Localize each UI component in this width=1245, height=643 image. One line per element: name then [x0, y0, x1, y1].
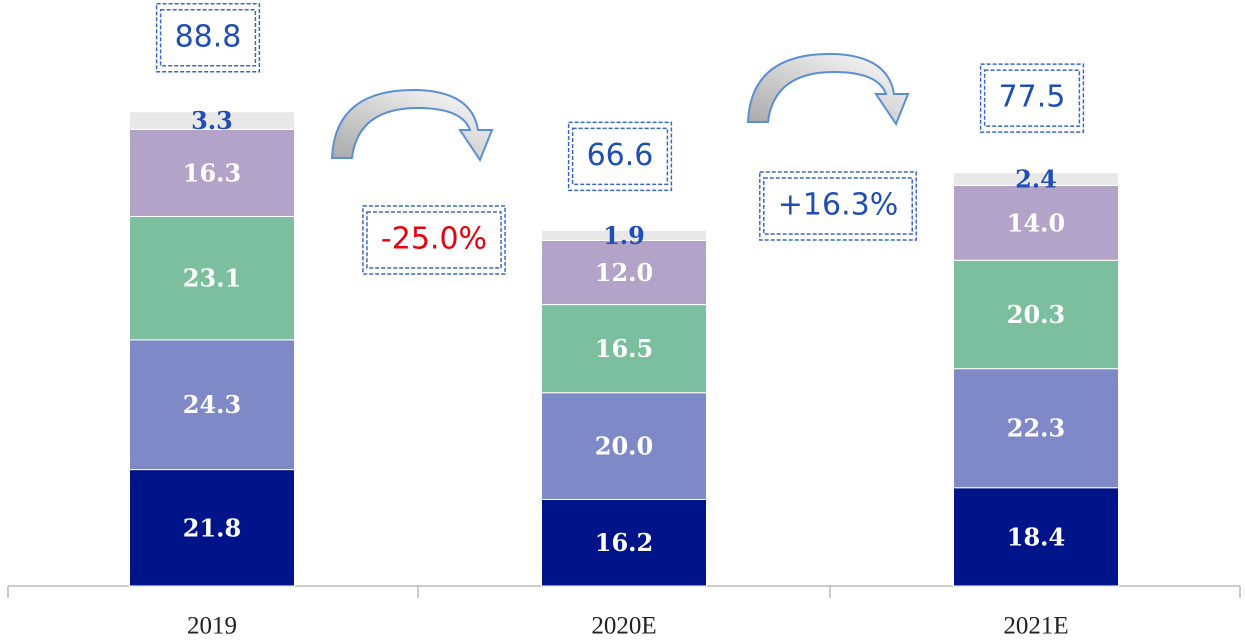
x-tick-label: 2019 — [187, 613, 237, 640]
change-arrow — [330, 88, 494, 163]
bar-segment — [541, 304, 707, 394]
bar-segment — [953, 487, 1119, 587]
annotation-box — [979, 63, 1085, 133]
bar-segment — [953, 185, 1119, 261]
data-label: 2.4 — [1015, 165, 1057, 194]
bar-segment — [953, 259, 1119, 370]
bar-segment — [129, 469, 295, 587]
bar-segment — [541, 229, 707, 242]
annotation-box — [366, 211, 502, 269]
bar-segment — [541, 392, 707, 500]
change-arrow — [746, 52, 910, 127]
x-tick-label: 2021E — [1003, 613, 1068, 640]
annotation-box — [759, 171, 917, 241]
axis-ticks — [7, 586, 1241, 598]
annotation-box — [159, 9, 257, 67]
change-label: -25.0% — [381, 222, 487, 257]
annotation-box — [362, 205, 506, 275]
change-label: +16.3% — [778, 188, 898, 223]
bar-segment — [953, 172, 1119, 187]
total-label: 66.6 — [587, 138, 654, 173]
bar-segment — [541, 498, 707, 587]
data-label: 20.3 — [1007, 300, 1065, 329]
data-label: 3.3 — [191, 106, 233, 135]
data-label: 18.4 — [1007, 522, 1065, 551]
data-label: 16.2 — [595, 528, 653, 557]
bar-segment — [953, 368, 1119, 489]
data-label: 22.3 — [1007, 414, 1065, 443]
data-label: 12.0 — [595, 258, 653, 287]
annotation-box — [571, 127, 669, 186]
data-label: 24.3 — [183, 390, 241, 419]
data-label: 1.9 — [603, 221, 645, 250]
data-label: 21.8 — [183, 513, 241, 542]
total-label: 77.5 — [999, 80, 1066, 115]
x-tick-label: 2020E — [591, 613, 656, 640]
data-label: 16.3 — [183, 158, 241, 187]
data-label: 20.0 — [595, 432, 653, 461]
total-label: 88.8 — [175, 19, 242, 54]
annotation-box — [983, 69, 1081, 127]
annotation-box — [763, 177, 913, 235]
data-label: 23.1 — [183, 264, 241, 293]
data-label: 16.5 — [595, 334, 653, 363]
bar-segment — [129, 111, 295, 130]
annotation-box — [155, 3, 261, 73]
data-label: 14.0 — [1007, 208, 1065, 237]
annotation-box — [567, 121, 673, 192]
bar-segment — [129, 339, 295, 471]
bar-segment — [541, 240, 707, 306]
